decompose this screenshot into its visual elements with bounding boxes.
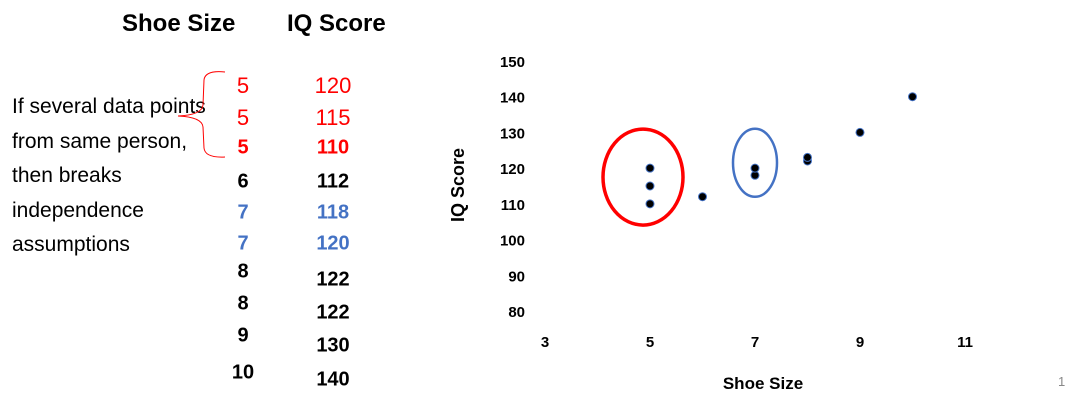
- y-tick-label: 80: [508, 304, 525, 321]
- table-cell-shoe: 5: [236, 73, 250, 98]
- data-point: [803, 152, 812, 162]
- table-cell-iq: 118: [316, 201, 350, 224]
- table-cell-iq: 115: [315, 105, 351, 130]
- table-cell-shoe: 8: [237, 260, 249, 283]
- x-tick-label: 3: [541, 334, 549, 351]
- y-axis-label: IQ Score: [448, 148, 468, 222]
- y-tick-label: 120: [500, 161, 525, 178]
- table-cell-shoe: 10: [231, 361, 255, 384]
- table-cell-shoe: 6: [237, 170, 249, 193]
- data-point: [645, 181, 655, 191]
- table-cell-shoe: 7: [237, 232, 249, 255]
- x-tick-label: 7: [751, 334, 759, 351]
- table-cell-iq: 122: [316, 268, 350, 291]
- table-cell-iq: 110: [316, 136, 350, 159]
- table-cell-iq: 130: [316, 334, 350, 357]
- data-point: [908, 92, 917, 102]
- x-tick-label: 5: [646, 334, 654, 351]
- table-cell-iq: 122: [316, 301, 350, 324]
- y-tick-label: 150: [500, 54, 525, 71]
- note-text: If several data points from same person,…: [12, 95, 206, 256]
- brace-annotation: [177, 71, 226, 158]
- data-point: [855, 127, 865, 137]
- annotation-ellipse: [731, 127, 779, 199]
- x-tick-label: 9: [856, 334, 864, 351]
- table-cell-shoe: 5: [236, 105, 250, 130]
- y-tick-label: 100: [500, 233, 525, 250]
- table-cell-iq: 120: [316, 232, 350, 255]
- data-point: [645, 199, 655, 209]
- annotation-ellipse: [601, 127, 685, 227]
- table-cell-iq: 112: [316, 170, 350, 193]
- y-tick-label: 90: [508, 268, 525, 285]
- y-tick-label: 140: [500, 90, 525, 107]
- header-shoe-size: Shoe Size: [122, 10, 236, 37]
- data-point: [645, 163, 655, 173]
- header-iq-score: IQ Score: [287, 10, 386, 37]
- x-tick-label: 11: [957, 334, 973, 351]
- table-cell-shoe: 5: [237, 136, 249, 159]
- table-cell-iq: 140: [316, 368, 350, 391]
- table-cell-shoe: 9: [237, 324, 249, 347]
- y-tick-label: 130: [500, 125, 525, 142]
- x-axis-label: Shoe Size: [723, 374, 803, 393]
- y-tick-label: 110: [501, 197, 525, 214]
- table-cell-iq: 120: [314, 73, 352, 98]
- table-cell-shoe: 8: [237, 292, 249, 315]
- page-number: 1: [1058, 374, 1066, 389]
- data-point: [698, 192, 707, 202]
- table-cell-shoe: 7: [237, 201, 249, 224]
- data-point: [750, 163, 760, 173]
